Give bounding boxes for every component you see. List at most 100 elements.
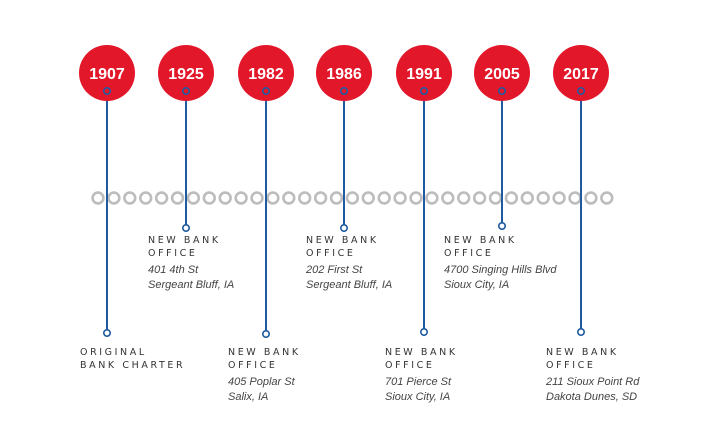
milestone-start-node (182, 87, 191, 96)
year-label: 2017 (563, 66, 599, 83)
timeline-dot (298, 191, 312, 205)
milestone-title-line: OFFICE (306, 248, 356, 259)
timeline-dot (584, 191, 598, 205)
year-badge-1925: 1925 (158, 45, 214, 101)
timeline-dot (123, 191, 137, 205)
timeline-stems (103, 91, 585, 338)
milestone-title-line: NEW BANK (444, 235, 517, 246)
milestone-address: 211 Sioux Point Rd Dakota Dunes, SD (546, 375, 639, 405)
timeline-dot (234, 191, 248, 205)
timeline-dot (425, 191, 439, 205)
timeline-dot (409, 191, 423, 205)
timeline-dot (202, 191, 217, 205)
timeline-dot (282, 191, 296, 205)
year-badge-2005: 2005 (474, 45, 530, 101)
milestone-end-node (419, 327, 428, 336)
timeline-dot (488, 191, 503, 205)
year-badge-1991: 1991 (396, 45, 452, 101)
year-badge-1907: 1907 (79, 45, 135, 101)
milestone-label-1982: NEW BANK OFFICE 405 Poplar St Salix, IA (228, 346, 301, 405)
milestone-start-node (339, 87, 348, 96)
year-label: 1991 (406, 66, 442, 83)
milestone-title: NEW BANK OFFICE (228, 346, 301, 372)
milestone-title: NEW BANK OFFICE (546, 346, 639, 372)
milestone-end-node (103, 328, 112, 337)
milestone-end-node (339, 224, 348, 233)
year-badge-1986: 1986 (316, 45, 372, 101)
milestone-address-line: Sioux City, IA (444, 279, 510, 291)
milestone-address-line: Sergeant Bluff, IA (306, 279, 393, 291)
timeline-dot (107, 191, 121, 205)
milestone-title-line: BANK CHARTER (80, 360, 186, 371)
year-badge-1982: 1982 (238, 45, 294, 101)
milestone-title: NEW BANK OFFICE (444, 234, 557, 260)
timeline-dot (377, 191, 391, 205)
timeline-dot (91, 191, 105, 205)
timeline-dot (536, 191, 550, 205)
timeline-dot (552, 191, 566, 205)
milestone-label-2017: NEW BANK OFFICE 211 Sioux Point Rd Dakota D… (546, 346, 639, 405)
milestone-end-node (182, 224, 191, 233)
timeline-dot (139, 191, 153, 205)
year-badges: 1907 1925 1982 1986 1991 2005 2017 (79, 45, 609, 101)
milestone-address-line: 202 First St (306, 264, 363, 276)
milestone-label-1986: NEW BANK OFFICE 202 First St Sergeant Bluff… (306, 234, 392, 293)
year-badge-circle (79, 45, 135, 101)
timeline-dot (266, 191, 280, 205)
milestone-label-2005: NEW BANK OFFICE 4700 Singing Hills Blvd Sio… (444, 234, 557, 293)
milestone-end-node (261, 329, 270, 338)
year-label: 1907 (89, 66, 125, 83)
milestone-start-node (419, 87, 428, 96)
timeline-dot (520, 191, 534, 205)
year-badge-circle (474, 45, 530, 101)
timeline-dot (504, 191, 519, 205)
year-label: 1986 (326, 66, 362, 83)
milestone-start-node (261, 87, 270, 96)
milestone-end-node (576, 327, 585, 336)
year-badge-circle (396, 45, 452, 101)
milestone-title-line: NEW BANK (306, 235, 379, 246)
milestone-label-1991: NEW BANK OFFICE 701 Pierce St Sioux City, I… (385, 346, 458, 405)
year-badge-2017: 2017 (553, 45, 609, 101)
timeline-dot (154, 191, 169, 205)
milestone-address-line: 401 4th St (148, 264, 199, 276)
year-label: 1925 (168, 66, 204, 83)
timeline-dot (170, 191, 185, 205)
milestone-title-line: NEW BANK (385, 347, 458, 358)
milestone-address-line: Salix, IA (228, 391, 269, 403)
milestone-title-line: NEW BANK (228, 347, 301, 358)
timeline-dot (313, 191, 328, 205)
milestone-address-line: Sioux City, IA (385, 391, 451, 403)
milestone-title-line: OFFICE (444, 248, 494, 259)
milestone-end-node (497, 222, 506, 231)
timeline-dot (329, 191, 344, 205)
milestone-title-line: OFFICE (385, 360, 435, 371)
timeline-dot (441, 191, 455, 205)
milestone-address-line: 405 Poplar St (228, 376, 295, 388)
milestone-title: NEW BANK OFFICE (306, 234, 392, 260)
milestone-address-line: 4700 Singing Hills Blvd (444, 264, 557, 276)
milestone-title: NEW BANK OFFICE (385, 346, 458, 372)
milestone-label-1907: ORIGINAL BANK CHARTER (80, 346, 185, 372)
milestone-title: NEW BANK OFFICE (148, 234, 234, 260)
milestone-title-line: NEW BANK (148, 235, 221, 246)
milestone-title-line: OFFICE (228, 360, 278, 371)
year-badge-circle (238, 45, 294, 101)
year-badge-circle (553, 45, 609, 101)
timeline-dot (345, 191, 360, 205)
timeline-dot (218, 191, 232, 205)
timeline-dot (361, 191, 375, 205)
milestone-label-1925: NEW BANK OFFICE 401 4th St Sergeant Bluff, … (148, 234, 234, 293)
milestone-address-line: 211 Sioux Point Rd (546, 376, 640, 388)
year-label: 2005 (484, 66, 520, 83)
milestone-title-line: OFFICE (148, 248, 198, 259)
milestone-address: 202 First St Sergeant Bluff, IA (306, 263, 392, 293)
milestone-start-node (576, 87, 585, 96)
year-label: 1982 (248, 66, 284, 83)
timeline-dot (457, 191, 471, 205)
timeline-dot (600, 191, 614, 205)
milestone-address: 405 Poplar St Salix, IA (228, 375, 301, 405)
milestone-address-line: 701 Pierce St (385, 376, 452, 388)
year-badge-circle (316, 45, 372, 101)
